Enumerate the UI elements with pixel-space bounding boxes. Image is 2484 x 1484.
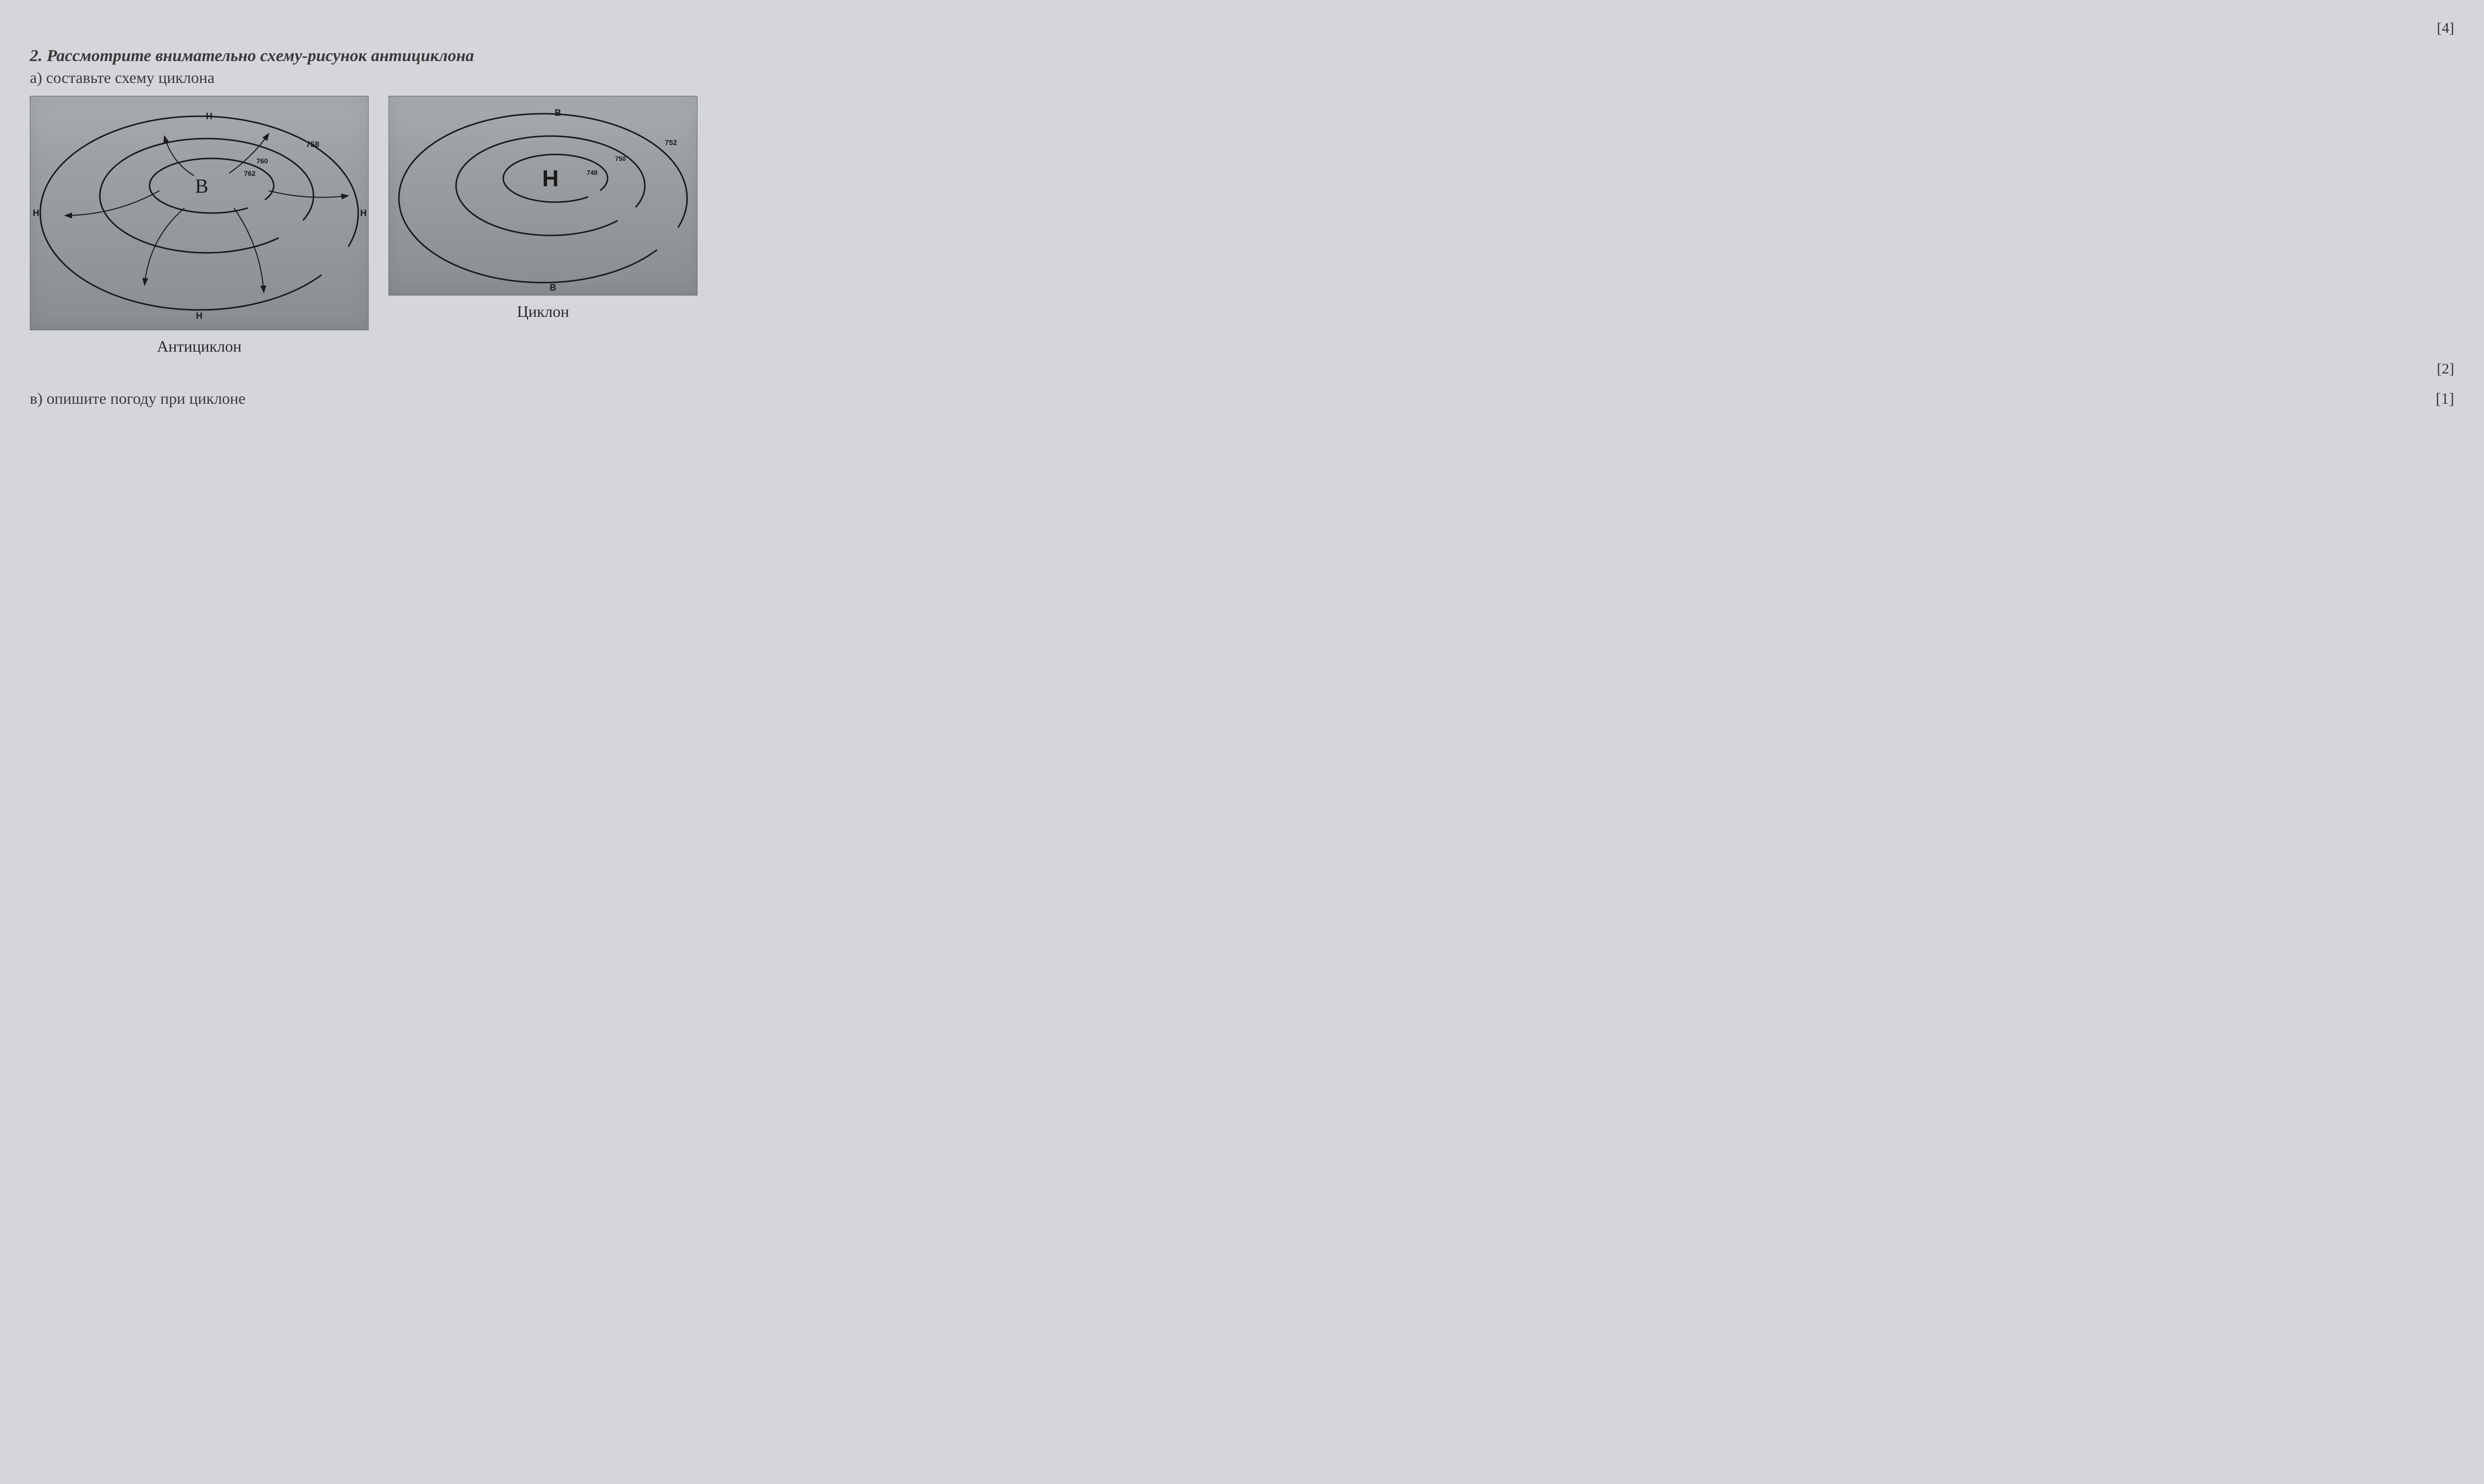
anticyclone-caption: Антициклон	[157, 337, 241, 356]
cyclone-diagram: Н В В 748 750 752	[388, 96, 698, 296]
svg-text:Н: Н	[542, 165, 558, 191]
question-title-text: Рассмотрите внимательно схему-рисунок ан…	[47, 47, 474, 65]
cyclone-block: Н В В 748 750 752 Циклон	[388, 96, 698, 321]
cyclone-svg: Н В В 748 750 752	[389, 96, 697, 295]
score-c: [1]	[2436, 389, 2454, 408]
question-number: 2.	[30, 47, 43, 65]
svg-text:В: В	[195, 175, 209, 197]
svg-text:Н: Н	[360, 208, 367, 218]
svg-text:Н: Н	[206, 111, 213, 121]
svg-text:748: 748	[587, 169, 598, 176]
svg-text:760: 760	[256, 157, 268, 165]
anticyclone-svg: В Н Н Н Н 762760 758	[30, 96, 368, 330]
score-a: [2]	[30, 361, 2454, 377]
svg-text:758: 758	[306, 141, 319, 149]
anticyclone-block: В Н Н Н Н 762760 758 Антициклон	[30, 96, 369, 356]
svg-text:750: 750	[615, 155, 626, 162]
diagrams-row: В Н Н Н Н 762760 758 Антициклон Н В В 748 750 752 Ц…	[30, 96, 2454, 356]
svg-text:Н: Н	[196, 311, 203, 321]
sub-question-a: а) составьте схему циклона	[30, 69, 2454, 87]
sub-question-c-row: в) опишите погоду при циклоне [1]	[30, 389, 2454, 408]
cyclone-caption: Циклон	[517, 302, 569, 321]
svg-text:В: В	[555, 108, 561, 118]
page-number-top: [4]	[30, 20, 2454, 37]
sub-question-c: в) опишите погоду при циклоне	[30, 389, 245, 408]
svg-text:752: 752	[665, 139, 677, 147]
question-title: 2. Рассмотрите внимательно схему-рисунок…	[30, 47, 2454, 66]
svg-text:В: В	[550, 283, 556, 293]
svg-text:Н: Н	[33, 208, 39, 218]
anticyclone-diagram: В Н Н Н Н 762760 758	[30, 96, 369, 330]
svg-text:762: 762	[244, 169, 256, 177]
